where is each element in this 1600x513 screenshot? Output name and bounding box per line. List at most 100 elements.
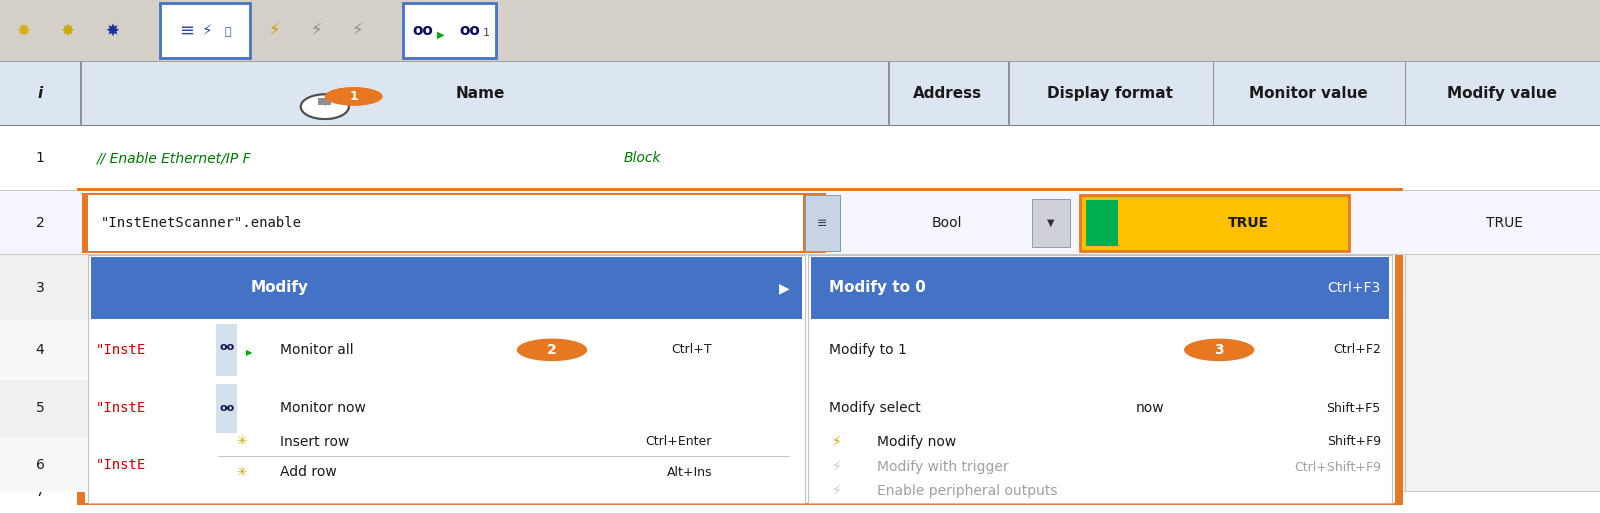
Text: i: i	[37, 86, 43, 101]
Text: oo: oo	[413, 23, 434, 38]
Text: "InstEnetScanner".enable: "InstEnetScanner".enable	[101, 216, 302, 230]
Text: "InstE: "InstE	[96, 401, 146, 416]
Text: Monitor value: Monitor value	[1250, 86, 1368, 101]
Bar	[88, 195, 803, 251]
Bar	[85, 191, 1395, 503]
Text: Add row: Add row	[280, 465, 336, 480]
Text: TRUE: TRUE	[1227, 216, 1269, 230]
Text: 3: 3	[35, 281, 45, 295]
Text: Modify with trigger: Modify with trigger	[877, 460, 1008, 475]
Circle shape	[517, 339, 587, 361]
Text: 1: 1	[483, 28, 490, 38]
Bar	[0, 61, 1600, 62]
Bar	[160, 3, 250, 58]
Text: ▼: ▼	[1048, 218, 1054, 228]
Text: ▶: ▶	[246, 348, 253, 357]
Text: 1: 1	[483, 28, 490, 38]
Text: Monitor value: Monitor value	[1250, 86, 1368, 101]
Text: ✳: ✳	[237, 466, 248, 479]
Bar	[160, 3, 250, 58]
Text: ⚡: ⚡	[352, 21, 363, 40]
Bar	[318, 98, 331, 105]
Text: Bool: Bool	[931, 216, 963, 230]
Text: oo: oo	[459, 23, 480, 38]
Text: Modify value: Modify value	[1448, 86, 1557, 101]
Bar	[0, 254, 1600, 255]
Text: Display format: Display format	[1048, 86, 1173, 101]
Ellipse shape	[301, 94, 349, 119]
Text: Modify select: Modify select	[829, 401, 920, 416]
Text: 🕐: 🕐	[224, 27, 230, 37]
Bar	[82, 193, 826, 253]
Text: ✸: ✸	[106, 21, 120, 40]
Text: ✸: ✸	[61, 21, 75, 40]
Bar	[0, 254, 1600, 255]
Text: 5: 5	[35, 401, 45, 416]
Text: Address: Address	[912, 86, 982, 101]
Bar	[0, 126, 1600, 191]
Bar	[811, 257, 1389, 319]
Text: Block: Block	[624, 151, 661, 165]
Bar	[0, 61, 1600, 513]
Bar	[216, 324, 237, 376]
Text: oo: oo	[413, 23, 434, 38]
Text: ≡: ≡	[179, 21, 194, 40]
Text: Enable peripheral outputs: Enable peripheral outputs	[877, 484, 1058, 499]
Text: ≡: ≡	[818, 216, 827, 230]
Text: ≡: ≡	[818, 216, 827, 230]
Bar	[0, 61, 1600, 62]
Text: 4: 4	[35, 343, 45, 357]
Text: 6: 6	[35, 458, 45, 472]
Text: ⚡: ⚡	[352, 21, 363, 40]
Text: Insert row: Insert row	[280, 435, 349, 449]
Text: "InstE: "InstE	[96, 458, 146, 472]
Bar	[1008, 61, 1010, 126]
Circle shape	[325, 87, 382, 106]
Bar	[1080, 195, 1349, 251]
Text: // Adapter[0] =: // Adapter[0] =	[96, 485, 200, 500]
Text: now: now	[1136, 401, 1165, 416]
Text: ⚡: ⚡	[269, 21, 280, 40]
Bar	[77, 188, 1403, 505]
Text: // Enable Ethernet/IP F: // Enable Ethernet/IP F	[96, 151, 251, 165]
Text: Ctrl+T: Ctrl+T	[672, 343, 712, 357]
Text: TRUE: TRUE	[1485, 216, 1523, 230]
Circle shape	[325, 87, 382, 106]
Text: 1: 1	[35, 151, 45, 165]
Text: Name: Name	[456, 86, 504, 101]
Bar	[805, 195, 840, 251]
Text: Bool: Bool	[931, 216, 963, 230]
Bar	[1080, 195, 1349, 251]
Bar	[1008, 61, 1010, 126]
Bar	[88, 255, 805, 503]
Bar	[82, 193, 826, 253]
Text: ✸: ✸	[16, 21, 30, 40]
Bar	[216, 384, 237, 433]
Text: ⚡: ⚡	[310, 21, 322, 40]
Bar	[805, 195, 840, 251]
Bar	[0, 61, 1600, 126]
Text: TRUE: TRUE	[1485, 216, 1523, 230]
Text: "InstEnetScanner".enable: "InstEnetScanner".enable	[101, 216, 302, 230]
Circle shape	[1184, 339, 1254, 361]
Text: ✸: ✸	[61, 21, 75, 40]
Text: 2: 2	[547, 343, 557, 357]
Text: ⚡: ⚡	[310, 21, 322, 40]
Text: "InstE: "InstE	[96, 343, 146, 357]
Bar	[1008, 61, 1010, 513]
Text: i: i	[37, 86, 43, 101]
Text: Monitor now: Monitor now	[280, 401, 366, 416]
Bar	[0, 61, 1600, 126]
Bar	[0, 61, 1600, 62]
Text: Ctrl+F2: Ctrl+F2	[1333, 343, 1381, 357]
Text: 🕐: 🕐	[224, 27, 230, 37]
Text: Ctrl+Enter: Ctrl+Enter	[646, 435, 712, 448]
Bar	[318, 98, 331, 105]
Bar	[0, 437, 88, 492]
Bar	[403, 3, 496, 58]
Text: Name: Name	[456, 86, 504, 101]
Bar	[888, 61, 890, 126]
Text: Modify to 0: Modify to 0	[829, 280, 926, 295]
Text: 2: 2	[35, 216, 45, 230]
Bar	[88, 195, 803, 251]
